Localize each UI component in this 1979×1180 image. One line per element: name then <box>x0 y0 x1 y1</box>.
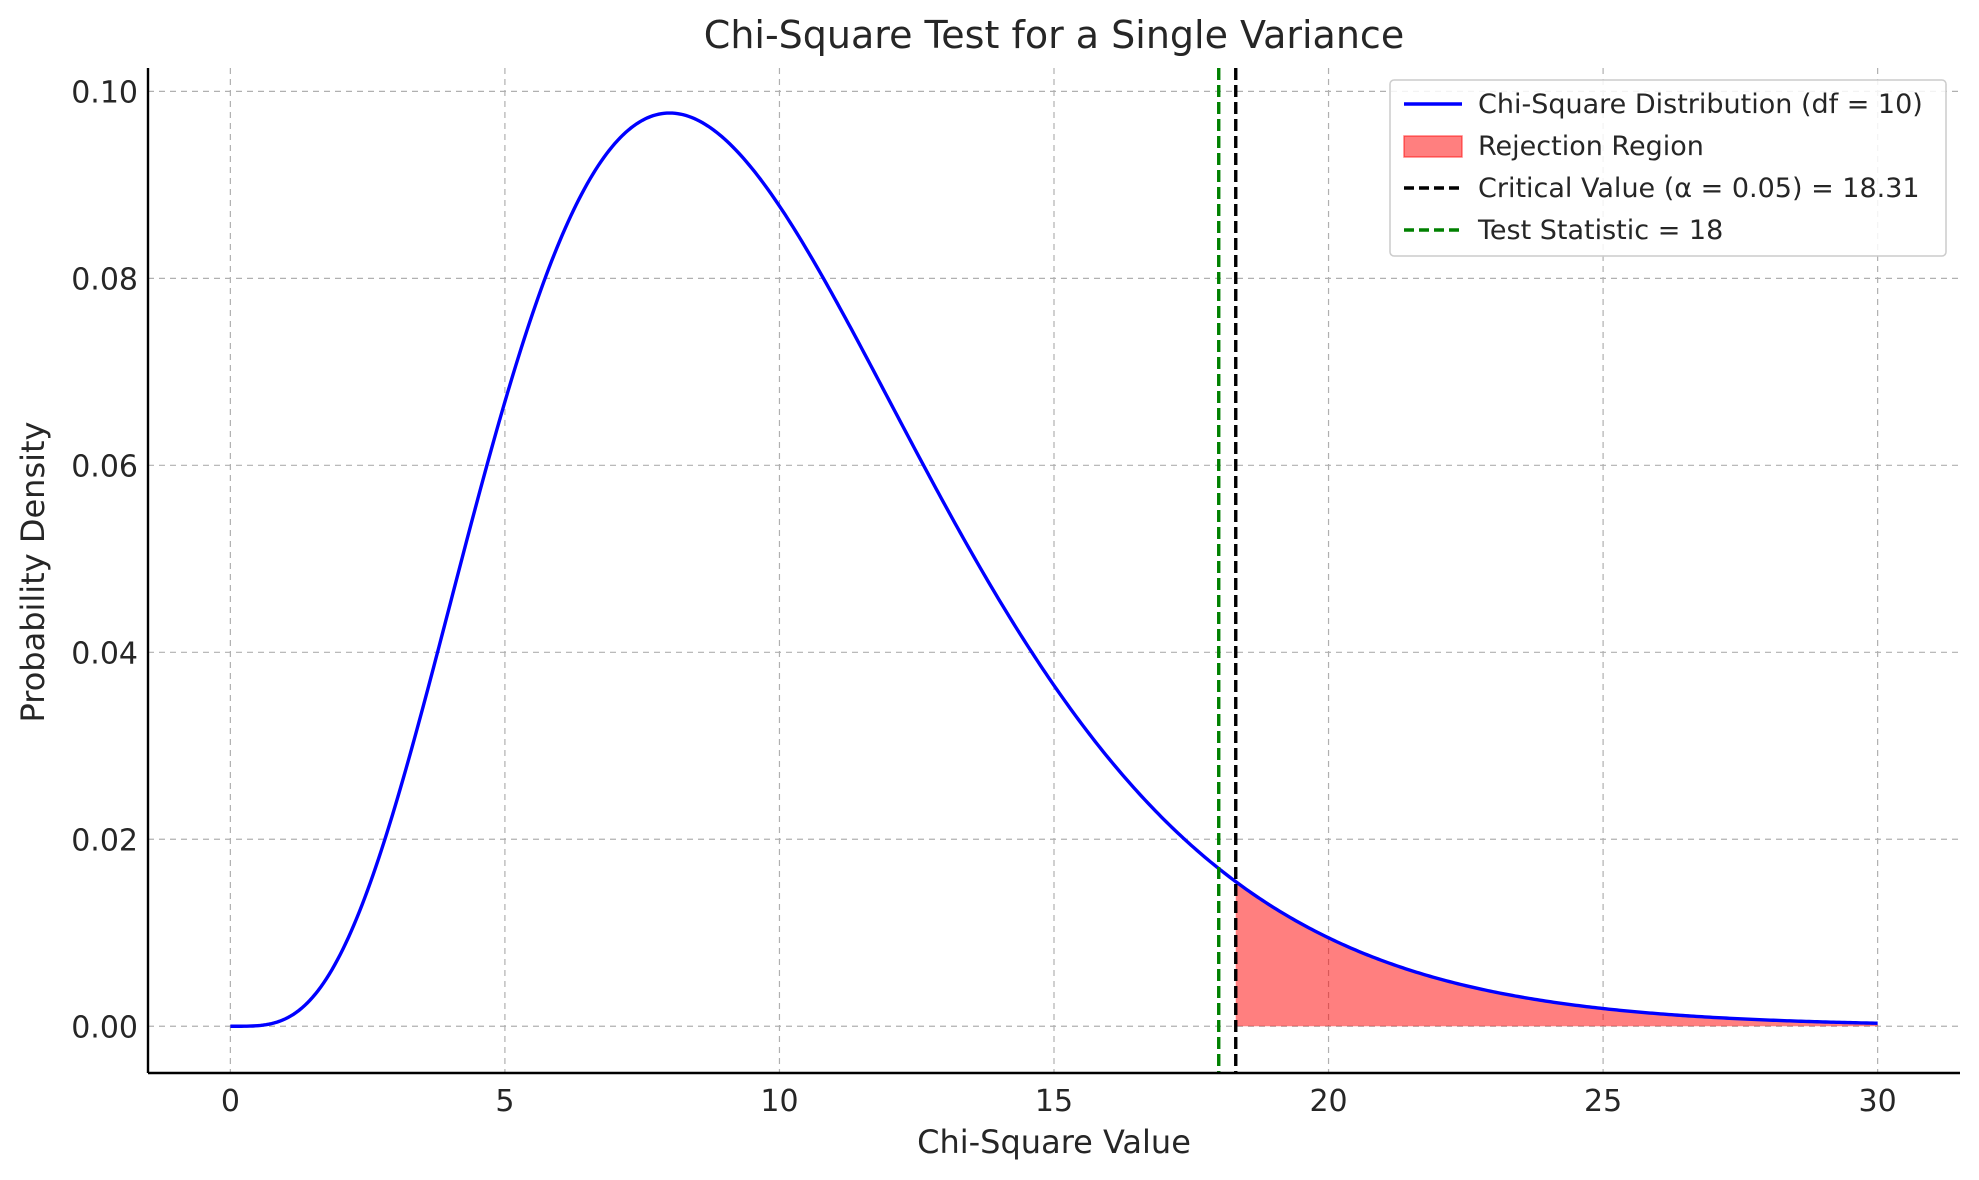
x-axis-label: Chi-Square Value <box>917 1123 1191 1161</box>
y-tick-label-5: 0.10 <box>71 75 138 110</box>
legend-rejection-swatch <box>1403 135 1463 158</box>
axes <box>146 68 1960 1075</box>
y-axis-label: Probability Density <box>14 422 52 723</box>
legend: Chi-Square Distribution (df = 10) Rejecti… <box>1389 79 1947 257</box>
chart-title: Chi-Square Test for a Single Variance <box>704 13 1404 57</box>
x-tick-label-0: 0 <box>221 1084 240 1119</box>
y-tick-label-4: 0.08 <box>71 262 138 297</box>
vertical-lines-layer <box>1217 68 1238 1073</box>
y-tick-label-2: 0.04 <box>71 636 138 671</box>
legend-statistic-label: Test Statistic = 18 <box>1477 215 1723 246</box>
y-tick-label-0: 0.00 <box>71 1010 138 1045</box>
x-tick-label-1: 5 <box>495 1084 514 1119</box>
x-tick-label-4: 20 <box>1309 1084 1347 1119</box>
rejection-region <box>1235 881 1878 1027</box>
x-tick-label-5: 25 <box>1584 1084 1622 1119</box>
y-tick-label-1: 0.02 <box>71 823 138 858</box>
legend-box <box>1389 79 1947 257</box>
rejection-region-layer <box>1235 881 1878 1027</box>
curve-layer <box>230 111 1878 1028</box>
x-tick-label-6: 30 <box>1859 1084 1897 1119</box>
legend-rejection-label: Rejection Region <box>1478 131 1704 162</box>
chi-square-curve <box>230 111 1878 1028</box>
legend-curve-label: Chi-Square Distribution (df = 10) <box>1478 89 1923 120</box>
x-tick-label-3: 15 <box>1035 1084 1073 1119</box>
y-tick-label-3: 0.06 <box>71 449 138 484</box>
legend-critical-label: Critical Value (α = 0.05) = 18.31 <box>1478 173 1920 204</box>
tick-labels: 0 5 10 15 20 25 30 0.00 0.02 0.04 0.06 0.08 0.10 <box>71 75 1897 1119</box>
x-tick-label-2: 10 <box>760 1084 798 1119</box>
